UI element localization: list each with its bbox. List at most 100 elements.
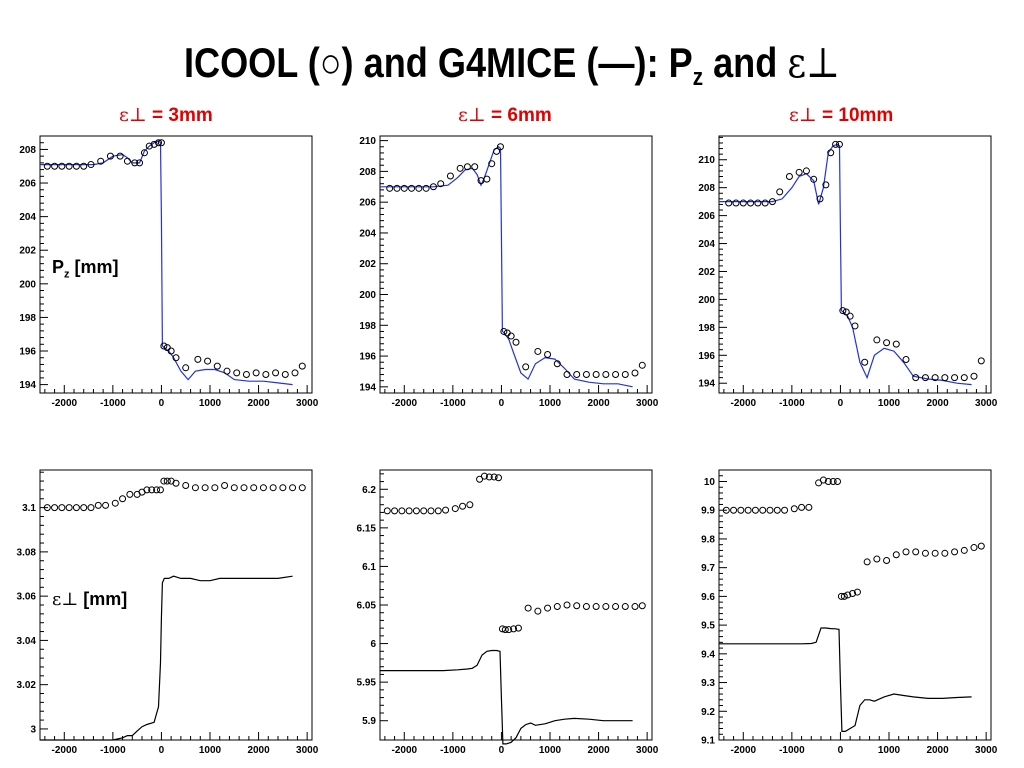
y-tick-label: 9.5 bbox=[701, 621, 715, 632]
x-tick-label: 0 bbox=[838, 398, 844, 409]
icool-point bbox=[172, 354, 180, 362]
icool-point bbox=[892, 551, 900, 559]
icool-point bbox=[853, 588, 861, 596]
x-tick-label: 0 bbox=[838, 745, 844, 756]
y-tick-label: 5.95 bbox=[357, 678, 377, 689]
icool-point bbox=[480, 472, 488, 480]
icool-point bbox=[805, 503, 813, 511]
slide-title: ICOOL (○) and G4MICE (—): Pz and ε⊥ bbox=[183, 38, 841, 91]
x-tick-label: -2000 bbox=[391, 398, 417, 409]
x-tick-label: 3000 bbox=[296, 398, 319, 409]
icool-point bbox=[156, 486, 164, 494]
icool-point bbox=[172, 479, 180, 487]
icool-point bbox=[471, 163, 479, 171]
icool-point bbox=[802, 167, 810, 175]
icool-point bbox=[58, 504, 66, 512]
y-tick-label: 6.2 bbox=[362, 485, 376, 496]
icool-point bbox=[386, 184, 394, 192]
g4mice-curve bbox=[40, 575, 293, 741]
g4mice-curve bbox=[380, 146, 633, 388]
icool-point bbox=[442, 506, 450, 514]
icool-point bbox=[493, 147, 501, 155]
icool-point bbox=[781, 506, 789, 514]
icool-point bbox=[573, 371, 581, 379]
icool-point bbox=[822, 181, 830, 189]
icool-point bbox=[941, 549, 949, 557]
icool-point bbox=[87, 161, 95, 169]
icool-point bbox=[456, 164, 464, 172]
x-tick-label: -2000 bbox=[51, 745, 77, 756]
y-tick-label: 198 bbox=[359, 321, 376, 332]
icool-point bbox=[747, 199, 755, 207]
y-tick-label: 9.2 bbox=[701, 707, 715, 718]
icool-point bbox=[204, 357, 212, 365]
icool-point bbox=[398, 507, 406, 515]
icool-point bbox=[737, 506, 745, 514]
icool-point bbox=[194, 355, 202, 363]
icool-point bbox=[383, 507, 391, 515]
x-tick-label: 0 bbox=[499, 745, 505, 756]
icool-point bbox=[437, 180, 445, 188]
icool-point bbox=[490, 473, 498, 481]
x-tick-label: -2000 bbox=[730, 745, 756, 756]
icool-point bbox=[766, 506, 774, 514]
icool-point bbox=[835, 140, 843, 148]
icool-point bbox=[500, 327, 508, 335]
icool-point bbox=[111, 499, 119, 507]
x-tick-label: 1000 bbox=[199, 398, 222, 409]
x-tick-label: 1000 bbox=[539, 398, 562, 409]
icool-point bbox=[883, 339, 891, 347]
x-tick-label: -1000 bbox=[100, 398, 126, 409]
y-tick-label: 200 bbox=[698, 295, 715, 306]
y-tick-label: 3.08 bbox=[17, 547, 37, 558]
g4mice-curve bbox=[719, 627, 972, 733]
icool-point bbox=[751, 506, 759, 514]
icool-point bbox=[58, 162, 66, 170]
icool-point bbox=[269, 484, 277, 492]
icool-point bbox=[837, 592, 845, 600]
icool-point bbox=[126, 490, 134, 498]
x-tick-label: 1000 bbox=[539, 745, 562, 756]
icool-point bbox=[408, 184, 416, 192]
y-tick-label: 208 bbox=[19, 145, 36, 156]
icool-point bbox=[160, 342, 168, 350]
icool-point bbox=[422, 184, 430, 192]
icool-point bbox=[51, 504, 59, 512]
icool-point bbox=[496, 143, 504, 151]
icool-point bbox=[732, 199, 740, 207]
icool-point bbox=[427, 507, 435, 515]
icool-point bbox=[834, 477, 842, 485]
icool-point bbox=[846, 312, 854, 320]
icool-point bbox=[485, 473, 493, 481]
y-tick-label: 194 bbox=[359, 382, 376, 393]
y-tick-label: 9.3 bbox=[701, 678, 715, 689]
column-label-10mm: ε⊥ = 10mm bbox=[789, 104, 894, 126]
icool-point bbox=[522, 363, 530, 371]
icool-point bbox=[883, 556, 891, 564]
icool-point bbox=[631, 369, 639, 377]
icool-point bbox=[43, 162, 51, 170]
icool-point bbox=[759, 506, 767, 514]
icool-point bbox=[776, 188, 784, 196]
icool-point bbox=[223, 367, 231, 375]
icool-point bbox=[51, 162, 59, 170]
x-tick-label: 0 bbox=[159, 398, 165, 409]
icool-point bbox=[534, 607, 542, 615]
icool-point bbox=[298, 362, 306, 370]
y-tick-label: 208 bbox=[359, 167, 376, 178]
icool-point bbox=[131, 159, 139, 167]
icool-point bbox=[941, 374, 949, 382]
icool-point bbox=[43, 504, 51, 512]
icool-point bbox=[795, 168, 803, 176]
icool-point bbox=[501, 626, 509, 634]
icool-point bbox=[211, 484, 219, 492]
icool-point bbox=[230, 484, 238, 492]
x-tick-label: -2000 bbox=[391, 745, 417, 756]
icool-point bbox=[405, 507, 413, 515]
x-tick-label: 2000 bbox=[247, 745, 270, 756]
icool-point bbox=[912, 374, 920, 382]
icool-point bbox=[272, 369, 280, 377]
y-tick-label: 196 bbox=[19, 347, 36, 358]
